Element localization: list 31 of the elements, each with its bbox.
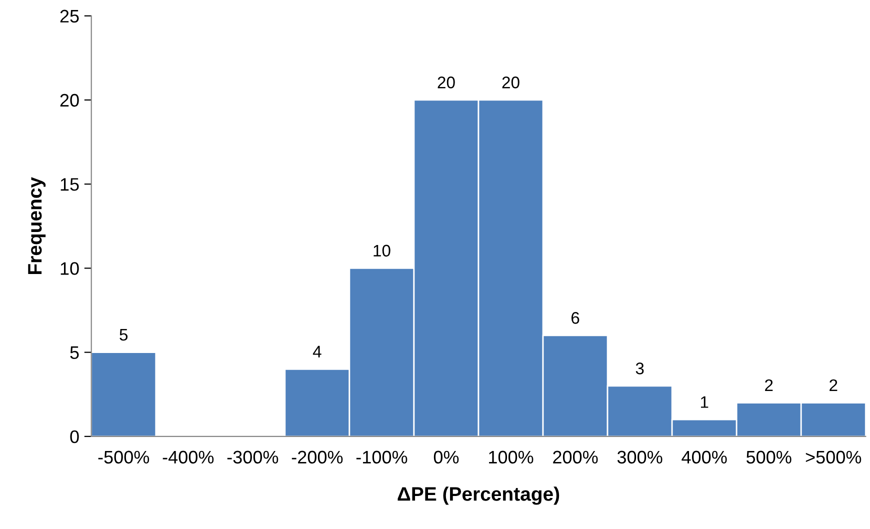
data-label: 2 (765, 379, 773, 391)
x-tick-label: 300% (617, 450, 662, 464)
y-tick-label: 5 (70, 346, 79, 360)
x-tick-label: >500% (806, 450, 862, 464)
y-tick-label: 0 (70, 430, 79, 444)
x-tick-label: -500% (98, 450, 150, 464)
y-tick-label: 10 (60, 262, 79, 275)
x-tick-label: -200% (292, 450, 343, 464)
x-tick-label: -100% (356, 450, 408, 464)
y-axis-title: Frequency (28, 177, 46, 274)
x-axis-title: ΔPE (Percentage) (398, 486, 560, 505)
data-label: 1 (700, 396, 708, 408)
data-label: 20 (438, 76, 455, 88)
data-label: 6 (572, 312, 580, 324)
data-label: 5 (120, 329, 128, 341)
data-label: 10 (374, 244, 390, 257)
y-tick-label: 15 (60, 178, 79, 191)
x-tick-label: 0% (434, 450, 459, 464)
data-label: 20 (502, 76, 520, 88)
x-tick-label: 500% (746, 450, 792, 464)
y-tick-label: 25 (60, 10, 79, 23)
x-tick-label: 100% (489, 450, 534, 464)
data-label: 4 (312, 346, 322, 358)
y-tick-label: 20 (60, 94, 79, 107)
x-tick-label: -400% (162, 450, 214, 464)
x-tick-label: 200% (553, 450, 598, 464)
data-label: 2 (830, 379, 838, 391)
bar (91, 352, 157, 436)
x-tick-label: 400% (682, 450, 727, 464)
x-tick-label: -300% (227, 450, 278, 464)
data-label: 3 (636, 362, 644, 374)
